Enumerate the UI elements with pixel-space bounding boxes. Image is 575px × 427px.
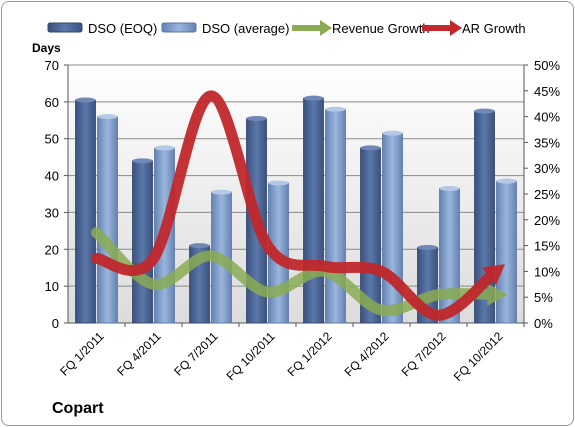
bar-1 bbox=[382, 130, 403, 324]
series-path bbox=[91, 90, 501, 321]
bar-top bbox=[97, 114, 118, 120]
bar-top bbox=[474, 108, 495, 114]
y-axis-title: Days bbox=[32, 41, 61, 55]
legend-swatch-bar bbox=[161, 22, 197, 33]
x-tick-label: FQ 7/2012 bbox=[399, 329, 449, 379]
bar-top bbox=[246, 115, 267, 121]
legend-swatch-bar bbox=[47, 22, 83, 33]
y-tick-label-right: 0% bbox=[534, 316, 553, 331]
bar-top bbox=[439, 185, 460, 191]
y-tick-label-right: 10% bbox=[534, 264, 560, 279]
bar-top bbox=[189, 243, 210, 249]
bar-0 bbox=[303, 95, 324, 324]
bar-top bbox=[132, 158, 153, 164]
bar-top bbox=[303, 95, 324, 101]
bar-1 bbox=[325, 106, 346, 324]
x-tick-label: FQ 4/2012 bbox=[342, 329, 392, 379]
y-tick-label-left: 30 bbox=[45, 205, 59, 220]
legend-item: Revenue Growth bbox=[292, 20, 430, 36]
bar-top bbox=[75, 97, 96, 103]
legend-swatch-arrow bbox=[320, 20, 332, 36]
x-tick-label: FQ 1/2011 bbox=[57, 329, 107, 379]
bar-body bbox=[75, 99, 96, 324]
y-tick-label-left: 20 bbox=[45, 242, 59, 257]
y-tick-label-left: 10 bbox=[45, 279, 59, 294]
bar-top bbox=[325, 106, 346, 112]
bar-top bbox=[154, 145, 175, 151]
y-tick-label-right: 15% bbox=[534, 239, 560, 254]
bar-0 bbox=[75, 97, 96, 324]
y-tick-label-left: 70 bbox=[45, 58, 59, 73]
legend-label: Revenue Growth bbox=[332, 21, 430, 36]
plot-area: 0 10 20 30 40 50 60 70 0% 5% 10% 15% 20% 25% 30% 35% 40%… bbox=[32, 41, 560, 384]
legend-label: DSO (average) bbox=[202, 21, 289, 36]
bar-0 bbox=[360, 145, 381, 324]
y-tick-label-right: 50% bbox=[534, 58, 560, 73]
x-tick-label: FQ 10/2011 bbox=[224, 329, 278, 383]
bar-body bbox=[303, 97, 324, 324]
bar-body bbox=[325, 108, 346, 324]
bar-1 bbox=[496, 178, 517, 324]
x-tick-label: FQ 4/2011 bbox=[114, 329, 164, 379]
y-tick-label-left: 0 bbox=[52, 316, 59, 331]
bar-top bbox=[417, 244, 438, 250]
bar-top bbox=[268, 180, 289, 186]
series-line-1 bbox=[91, 90, 506, 321]
legend: DSO (EOQ) DSO (average) Revenue Growth AR G… bbox=[47, 20, 526, 36]
y-tick-label-right: 25% bbox=[534, 187, 560, 202]
bar-body bbox=[496, 180, 517, 324]
bar-1 bbox=[97, 114, 118, 324]
bar-body bbox=[132, 160, 153, 324]
y-tick-label-right: 35% bbox=[534, 135, 560, 150]
legend-item: AR Growth bbox=[422, 20, 526, 36]
x-tick-label: FQ 7/2011 bbox=[171, 329, 221, 379]
company-title: Copart bbox=[52, 400, 104, 417]
series-arrowhead bbox=[482, 264, 506, 286]
series-arrowhead bbox=[487, 283, 508, 306]
bar-body bbox=[97, 116, 118, 324]
bar-0 bbox=[132, 158, 153, 324]
y-tick-label-right: 20% bbox=[534, 213, 560, 228]
legend-label: DSO (EOQ) bbox=[88, 21, 157, 36]
legend-item: DSO (average) bbox=[161, 21, 289, 36]
bar-body bbox=[382, 132, 403, 324]
bar-top bbox=[496, 178, 517, 184]
y-tick-label-right: 5% bbox=[534, 290, 553, 305]
series-path bbox=[91, 227, 501, 317]
x-tick-label: FQ 1/2012 bbox=[285, 329, 335, 379]
y-tick-label-left: 50 bbox=[45, 132, 59, 147]
legend-swatch-arrow bbox=[450, 20, 462, 36]
bar-top bbox=[382, 130, 403, 136]
y-tick-label-left: 40 bbox=[45, 169, 59, 184]
y-tick-label-right: 45% bbox=[534, 84, 560, 99]
legend-item: DSO (EOQ) bbox=[47, 21, 157, 36]
legend-label: AR Growth bbox=[462, 21, 526, 36]
series-line-0 bbox=[91, 227, 508, 317]
bar-top bbox=[211, 189, 232, 195]
y-tick-label-right: 30% bbox=[534, 161, 560, 176]
bar-top bbox=[360, 145, 381, 151]
y-tick-label-right: 40% bbox=[534, 110, 560, 125]
y-tick-label-left: 60 bbox=[45, 95, 59, 110]
x-tick-label: FQ 10/2012 bbox=[451, 329, 506, 384]
